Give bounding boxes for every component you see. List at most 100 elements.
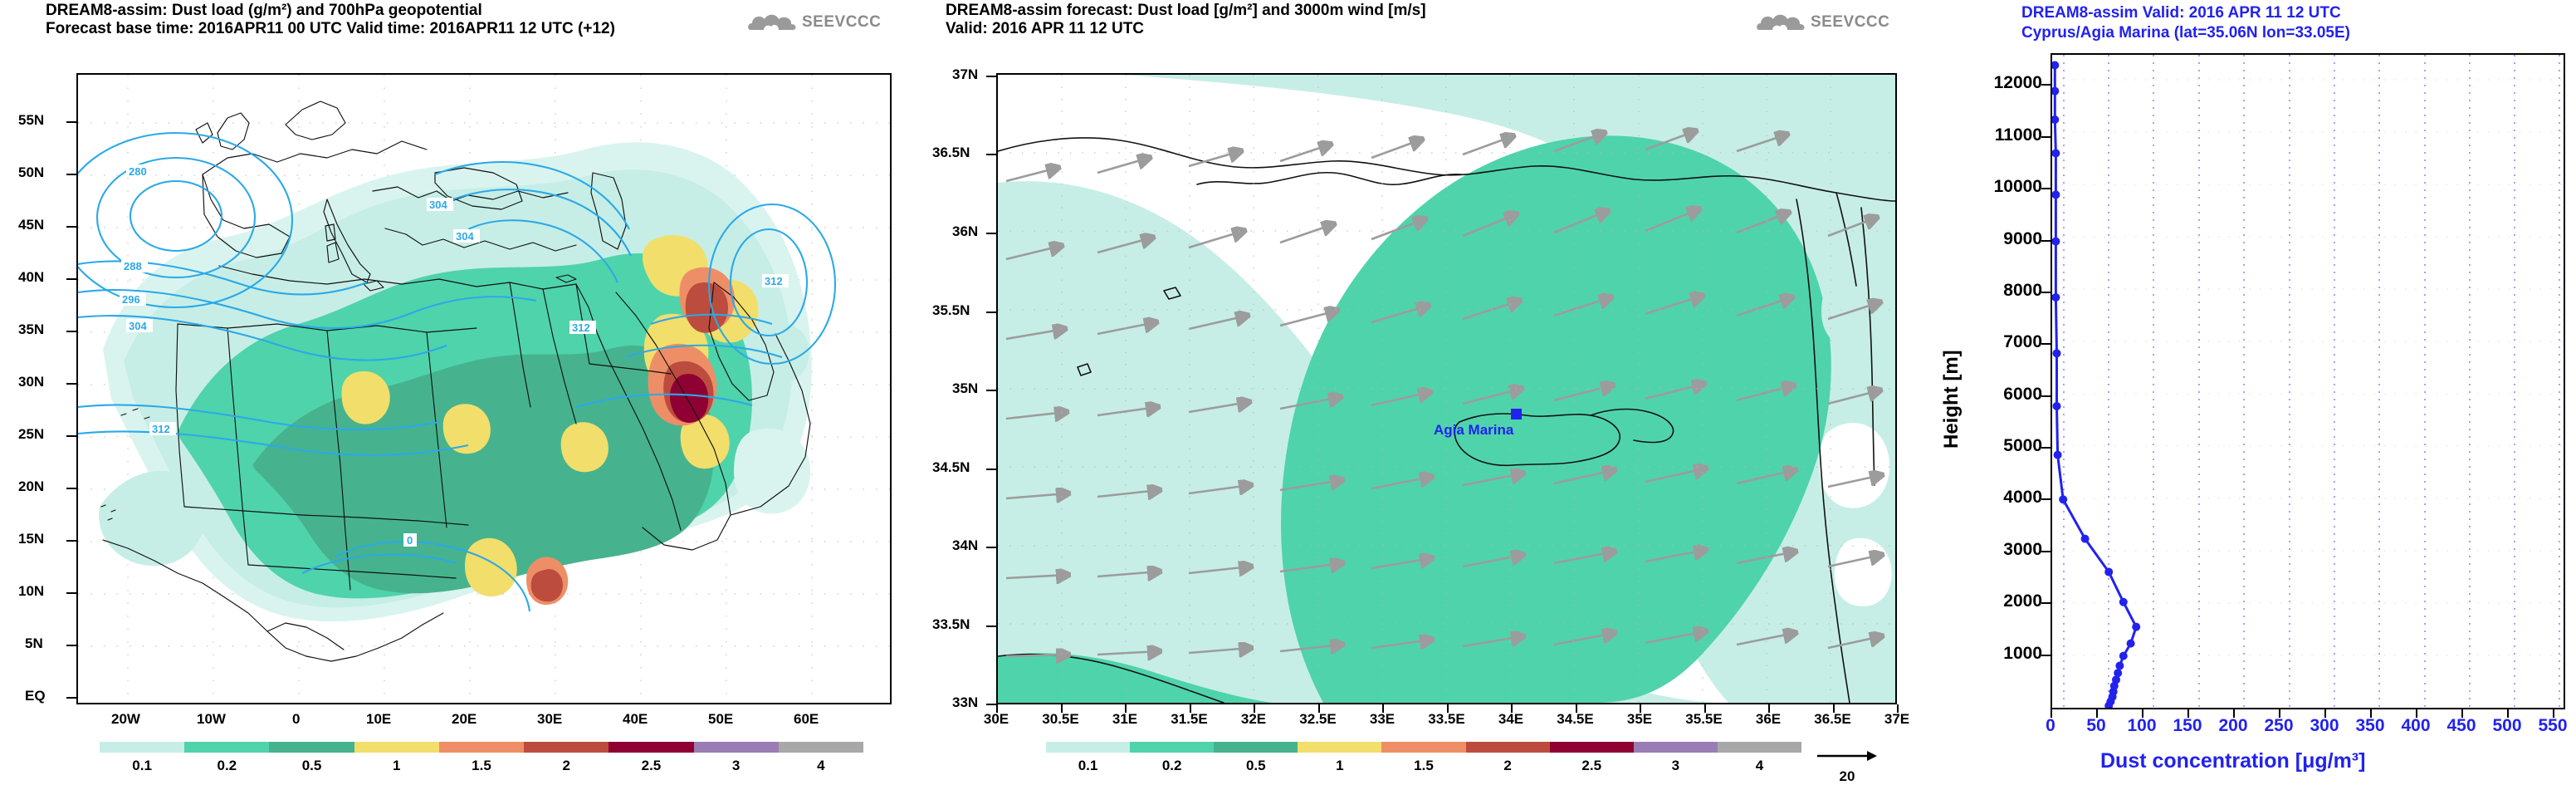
height-tick-6000: 6000: [2003, 384, 2042, 404]
lon-tick-50E: 50E: [708, 711, 734, 727]
panel2-map[interactable]: Agia Marina: [996, 73, 1897, 704]
lon2-tickmark: [996, 704, 998, 713]
colorbar-label-1.5: 1.5: [472, 758, 491, 773]
colorbar-swatch-8: [1717, 742, 1801, 753]
colorbar-swatch-1: [1130, 742, 1215, 753]
lat-tick-35N: 35N: [18, 321, 45, 337]
height-tick-1000: 1000: [2003, 643, 2042, 663]
contour-label-312b: 312: [572, 321, 590, 334]
lat-tick-5N: 5N: [25, 635, 43, 651]
lon2-tick-37E: 37E: [1884, 711, 1910, 727]
panel-dust-load-700hpa: DREAM8-assim: Dust load (g/m²) and 700hP…: [0, 0, 926, 785]
profile-series: [2052, 61, 2141, 708]
lon2-tickmark: [1382, 704, 1384, 713]
seevccc-logo: SEEVCCC: [747, 12, 881, 33]
lon2-tick-35E: 35E: [1626, 711, 1653, 727]
contour-label-312a: 312: [152, 423, 170, 435]
conc-tickmark: [2096, 709, 2098, 718]
lat2-tickmark: [986, 704, 996, 705]
colorbar-label-2: 2: [562, 758, 570, 773]
profile-point: [2052, 115, 2060, 124]
profile-point: [2112, 675, 2120, 684]
panel3-title-line2: Cyprus/Agia Marina (lat=35.06N lon=33.05…: [2021, 24, 2350, 42]
panel1-colorbar: [100, 742, 863, 753]
height-tick-12000: 12000: [1993, 73, 2042, 93]
station-marker: [1511, 409, 1522, 419]
lon2-tick-34E: 34E: [1498, 711, 1524, 727]
conc-tick-50: 50: [2086, 716, 2106, 735]
seevccc-logo-text: SEEVCCC: [802, 13, 882, 31]
lon-tick-20E: 20E: [452, 711, 477, 727]
lon2-tick-32E: 32E: [1240, 711, 1267, 727]
lon-tick-60E: 60E: [794, 711, 819, 727]
lat2-tick-355N: 35.5N: [932, 302, 970, 318]
colorbar-label-2.5: 2.5: [1581, 758, 1602, 773]
colorbar-swatch-3: [1298, 742, 1382, 753]
conc-tick-450: 450: [2446, 716, 2476, 735]
colorbar-label-0.5: 0.5: [1245, 758, 1266, 773]
lat2-tickmark: [986, 390, 996, 391]
colorbar-swatch-2: [269, 742, 354, 753]
lon2-tickmark: [1446, 704, 1449, 713]
height-tickmark: [2041, 84, 2051, 86]
wind-reference: 20: [1814, 748, 1880, 785]
colorbar-label-2: 2: [1503, 758, 1512, 773]
colorbar-label-0.5: 0.5: [301, 758, 322, 773]
lon2-tickmark: [1897, 704, 1899, 713]
colorbar-swatch-7: [1633, 742, 1718, 753]
conc-tick-500: 500: [2492, 716, 2522, 735]
panel2-title: DREAM8-assim forecast: Dust load [g/m²] …: [946, 2, 1426, 38]
profile-point: [2080, 534, 2090, 543]
contour-label-288: 288: [124, 260, 142, 272]
lat-tickmark: [66, 331, 76, 332]
panel2-colorbar-labels: 0.1 0.2 0.5 1 1.5 2 2.5 3 4: [1046, 758, 1801, 778]
lat2-tick-37N: 37N: [952, 66, 979, 82]
height-tick-11000: 11000: [1994, 125, 2042, 145]
contour-label-304c: 304: [456, 230, 474, 243]
lon2-tick-35.5E: 35.5E: [1685, 711, 1723, 727]
contour-label-0: 0: [407, 534, 413, 547]
colorbar-label-0.2: 0.2: [217, 758, 237, 773]
lat-tick-40N: 40N: [18, 269, 45, 285]
profile-point: [2114, 669, 2123, 678]
colorbar-label-1: 1: [393, 758, 401, 773]
panel3-plot[interactable]: [2051, 53, 2565, 709]
lon-tick-20W: 20W: [111, 711, 140, 727]
conc-tickmark: [2233, 709, 2235, 718]
lon2-tick-34.5E: 34.5E: [1557, 711, 1594, 727]
panel1-map[interactable]: 280 288 296 304 304 304 312: [76, 73, 892, 704]
wind-reference-label: 20: [1839, 768, 1855, 784]
conc-tick-200: 200: [2218, 716, 2248, 735]
lon2-tick-33.5E: 33.5E: [1428, 711, 1465, 727]
lon-tick-40E: 40E: [623, 711, 648, 727]
lat-tickmark: [66, 697, 76, 699]
profile-point: [2132, 622, 2141, 631]
lon2-tickmark: [1575, 704, 1577, 713]
lat2-tick-36N: 36N: [952, 223, 979, 239]
seevccc-logo-text-2: SEEVCCC: [1811, 13, 1890, 31]
lat2-tickmark: [986, 626, 996, 627]
lat2-tickmark: [986, 469, 996, 470]
profile-point: [2126, 639, 2135, 648]
lon2-tickmark: [1832, 704, 1835, 713]
conc-tickmark: [2370, 709, 2372, 718]
colorbar-swatch-0: [1046, 742, 1131, 753]
colorbar-label-4: 4: [817, 758, 825, 773]
profile-point: [2119, 651, 2128, 660]
colorbar-label-1.5: 1.5: [1414, 758, 1434, 773]
cloud-icon: [1757, 14, 1805, 30]
profile-point: [2052, 61, 2060, 70]
lat2-tick-335N: 33.5N: [932, 616, 970, 632]
profile-point: [2052, 349, 2061, 358]
lat-tickmark: [66, 226, 76, 228]
contour-label-280: 280: [129, 165, 147, 178]
profile-point: [2052, 401, 2061, 410]
lat-tick-20N: 20N: [18, 478, 45, 494]
height-tickmark: [2041, 291, 2051, 293]
wind-arrow-icon: [1817, 751, 1877, 761]
colorbar-label-0.1: 0.1: [1078, 758, 1098, 773]
height-tickmark: [2041, 188, 2051, 190]
lat-tickmark: [66, 383, 76, 385]
height-tick-3000: 3000: [2003, 539, 2042, 559]
